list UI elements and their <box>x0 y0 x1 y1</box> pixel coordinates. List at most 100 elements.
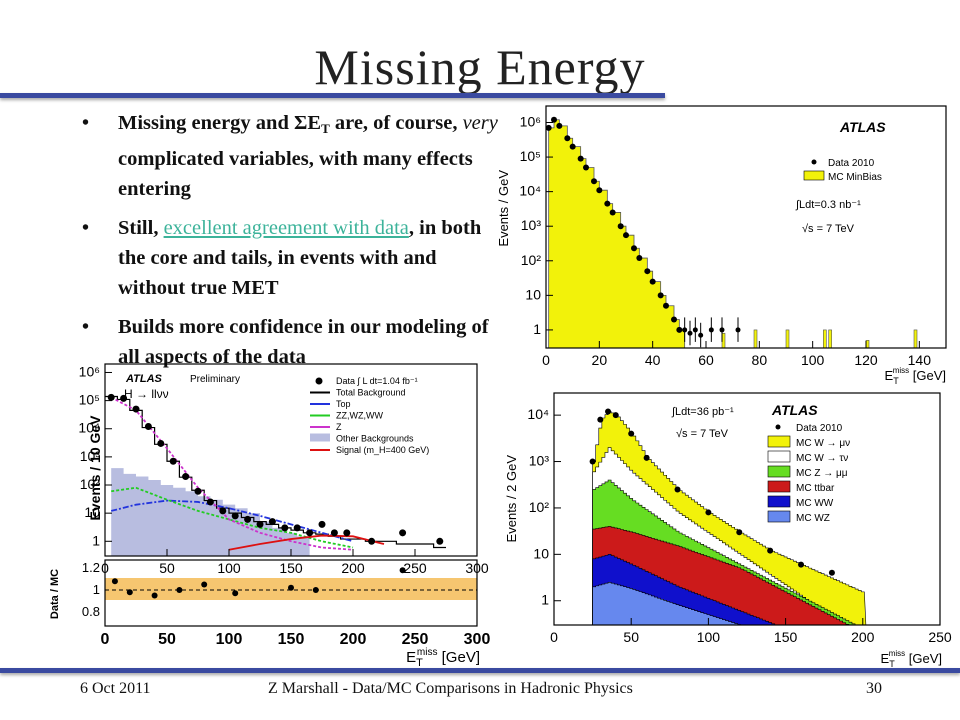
x-axis-title: ETmiss [GeV] <box>885 366 946 385</box>
x-tick-label: 100 <box>801 352 825 368</box>
process-label: H → llνν <box>124 387 169 401</box>
data-point <box>330 529 338 537</box>
data-point <box>657 292 664 299</box>
y-tick-label: 10⁵ <box>79 392 100 408</box>
legend-label: Signal (m_H=400 GeV) <box>336 445 429 455</box>
preliminary-label: Preliminary <box>190 374 240 385</box>
legend-marker <box>767 435 791 448</box>
data-point <box>281 524 289 532</box>
ratio-point <box>176 587 183 593</box>
mc-minbias-bin <box>828 329 832 349</box>
atlas-label: ATLAS <box>125 373 163 385</box>
x-tick-label: 100 <box>697 629 721 645</box>
data-point <box>671 316 677 323</box>
x-tick-label: 200 <box>340 631 367 648</box>
agreement-link[interactable]: excellent agreement with data <box>163 217 409 239</box>
legend-label: Data 2010 <box>796 423 843 434</box>
legend-marker <box>315 377 323 385</box>
y-axis-title: Events / 2 GeV <box>504 455 519 543</box>
y-tick-label: 1 <box>92 532 100 548</box>
title-rule <box>0 93 665 98</box>
minbias-met-plot: 0 20 40 60 80 100 120 140 1 10 10² 10³ 10⁴ 10⁵ 10⁶ ETmi… <box>496 105 947 385</box>
y-tick-label: 10⁶ <box>79 363 100 379</box>
bullet-item: • Missing energy and ΣET are, of course,… <box>82 108 502 204</box>
x-tick-label: 140 <box>908 352 932 368</box>
legend-label: MC WZ <box>796 513 830 524</box>
data-point <box>628 430 635 437</box>
legend-label: MC Z → μμ <box>796 468 848 479</box>
data-point <box>545 124 552 131</box>
data-point <box>596 187 603 194</box>
x-tick-label: 0 <box>550 629 558 645</box>
higgs-met-plot: 0 50 100 150 200 250 30011010²10³10⁴10⁵10⁶Even… <box>40 358 490 668</box>
energy-label: √s = 7 TeV <box>802 223 855 235</box>
ratio-point <box>151 592 158 599</box>
x-tick-label: 250 <box>928 629 952 645</box>
y-tick-label: 10⁴ <box>527 406 549 422</box>
ratio-point <box>399 567 406 574</box>
y-tick-label: 10³ <box>80 448 101 464</box>
y-tick-label: 1 <box>541 592 549 608</box>
data-point <box>268 518 276 526</box>
energy-label: √s = 7 TeV <box>676 428 729 440</box>
bullet-dot-icon: • <box>82 112 90 134</box>
legend-label: Data 2010 <box>828 158 875 169</box>
legend-label: MC W → μν <box>796 438 850 449</box>
data-point <box>828 569 835 576</box>
data-point <box>244 515 252 523</box>
legend-label: Other Backgrounds <box>336 434 414 444</box>
y-tick-label: 10² <box>521 252 542 268</box>
diboson-line <box>111 486 354 549</box>
w-met-plot: 0 50 100 150 200 250 1 10 10² 10³ 10⁴ ETmiss [GeV] E… <box>504 392 952 668</box>
mc-minbias-fill <box>548 119 686 349</box>
data-point <box>798 561 805 568</box>
data-point <box>569 143 576 150</box>
bullet-dot-icon: • <box>82 316 90 338</box>
data-point <box>676 326 683 333</box>
data-point <box>674 486 681 493</box>
data-point <box>663 302 669 309</box>
data-point <box>605 408 612 415</box>
legend-marker <box>767 495 791 508</box>
y-tick-label: 10² <box>529 499 550 515</box>
x-tick-label: 20 <box>592 352 608 368</box>
ratio-tick-label: 1.2 <box>82 560 100 575</box>
data-point <box>631 245 637 252</box>
data-point <box>643 454 650 461</box>
plot-frame <box>553 392 941 626</box>
legend-label: Top <box>336 399 351 409</box>
legend-marker <box>767 510 791 523</box>
footer-page-number: 30 <box>866 680 882 697</box>
data-point <box>591 178 597 185</box>
x-tick-label: 150 <box>278 631 305 648</box>
data-point <box>120 394 128 402</box>
data-point <box>577 155 584 162</box>
x-tick-label: 250 <box>402 631 429 648</box>
ratio-point <box>201 581 208 588</box>
mc-minbias-bin <box>753 329 758 349</box>
data-point <box>556 122 563 129</box>
ratio-point <box>312 587 319 593</box>
y-tick-label: 10 <box>533 545 549 561</box>
y-tick-label: 10⁴ <box>78 420 100 436</box>
slide-title: Missing Energy <box>314 39 646 95</box>
data-point <box>604 200 611 207</box>
data-point <box>144 423 152 431</box>
footer-title: Z Marshall - Data/MC Comparisons in Hadr… <box>268 680 633 697</box>
ratio-tick-label: 1 <box>93 582 100 597</box>
data-point <box>767 547 774 554</box>
x-tick-label: 0 <box>542 352 550 368</box>
x-tick-label: 200 <box>851 629 875 645</box>
mc-minbias-bin <box>913 329 918 349</box>
y-axis-title: Events / GeV <box>496 170 511 247</box>
legend-label: MC ttbar <box>796 483 835 494</box>
y-axis-title: Events / 10 GeV <box>87 415 103 521</box>
legend-marker <box>775 424 781 430</box>
bullet-item: • Builds more confidence in our modeling… <box>82 312 502 372</box>
ratio-point <box>111 578 118 585</box>
signal-line <box>228 534 385 551</box>
other-backgrounds-fill <box>111 468 310 556</box>
data-point <box>644 268 651 275</box>
data-point <box>551 116 557 123</box>
